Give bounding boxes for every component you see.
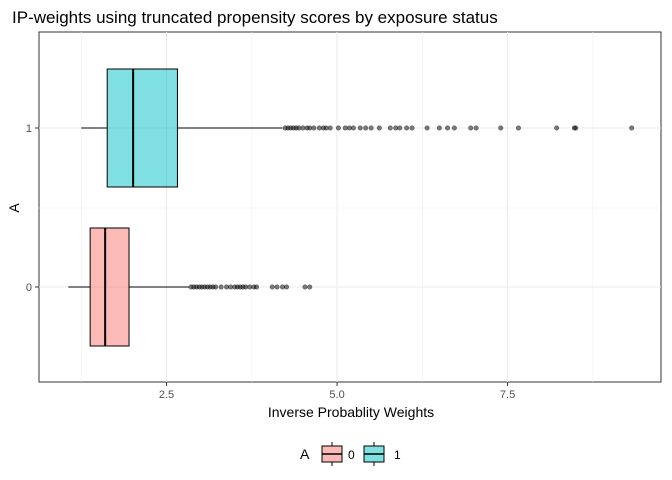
outlier-point <box>363 125 369 131</box>
outlier-point <box>228 284 234 290</box>
x-tick-label: 5.0 <box>329 389 344 401</box>
iqr-box <box>89 227 130 347</box>
outlier-point <box>327 125 333 131</box>
outlier-point <box>254 284 260 290</box>
outlier-point <box>397 125 403 131</box>
outlier-point <box>498 125 504 131</box>
outlier-point <box>213 284 219 290</box>
outlier-point <box>515 125 521 131</box>
x-tick-label: 7.5 <box>500 389 515 401</box>
legend-label: 0 <box>348 448 355 462</box>
outlier-point <box>224 284 230 290</box>
x-tick-label: 2.5 <box>159 389 174 401</box>
outlier-point <box>468 125 474 131</box>
y-tick-label: 0 <box>26 282 32 294</box>
outlier-point <box>274 284 280 290</box>
y-tick-label: 1 <box>26 123 32 135</box>
outlier-point <box>243 284 249 290</box>
outlier-point <box>296 125 302 131</box>
chart-title: IP-weights using truncated propensity sc… <box>12 8 498 27</box>
box-group-1 <box>81 68 635 188</box>
outlier-point <box>451 125 457 131</box>
outlier-point <box>473 125 479 131</box>
outlier-point <box>279 284 285 290</box>
outlier-point <box>247 284 253 290</box>
outlier-point <box>357 125 363 131</box>
outlier-point <box>387 125 393 131</box>
y-axis-title: A <box>6 203 22 213</box>
outlier-point <box>554 125 560 131</box>
outlier-point <box>316 125 322 131</box>
outlier-point <box>424 125 430 131</box>
outlier-point <box>436 125 442 131</box>
outlier-point <box>307 125 313 131</box>
outlier-point <box>346 125 352 131</box>
outlier-point <box>350 125 356 131</box>
outlier-point <box>300 125 306 131</box>
x-axis: 2.5 5.0 7.5 <box>159 382 515 401</box>
outlier-point <box>269 284 275 290</box>
outlier-point <box>629 125 635 131</box>
outlier-point <box>376 125 382 131</box>
box-layer <box>68 68 635 347</box>
outlier-point <box>445 125 451 131</box>
legend-label: 1 <box>394 448 401 462</box>
outlier-point <box>311 125 317 131</box>
outlier-point <box>218 284 224 290</box>
legend: A 0 1 <box>300 442 401 466</box>
outlier-point <box>404 125 410 131</box>
outlier-point <box>393 125 399 131</box>
outlier-point <box>284 284 290 290</box>
x-axis-title: Inverse Probablity Weights <box>268 404 434 420</box>
outlier-point <box>302 284 308 290</box>
y-axis: 01 <box>26 123 39 294</box>
legend-item-1: 1 <box>363 442 401 466</box>
outlier-point <box>409 125 415 131</box>
legend-title: A <box>300 446 310 462</box>
outlier-point <box>323 125 329 131</box>
outlier-point <box>342 125 348 131</box>
outlier-point <box>573 125 579 131</box>
outlier-point <box>307 284 313 290</box>
box-group-0 <box>68 227 313 347</box>
iqr-box <box>106 68 178 188</box>
outlier-point <box>368 125 374 131</box>
outlier-point <box>335 125 341 131</box>
legend-item-0: 0 <box>321 442 355 466</box>
